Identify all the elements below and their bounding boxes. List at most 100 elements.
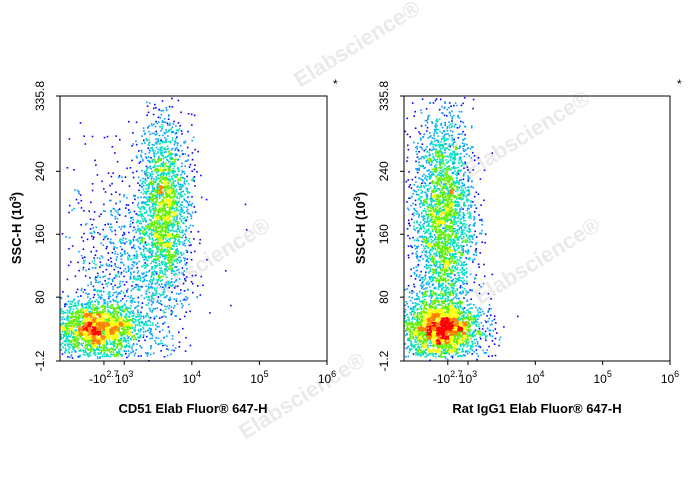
event-dot — [141, 302, 144, 304]
event-dot — [61, 353, 64, 355]
event-dot — [104, 335, 106, 338]
event-dot — [75, 334, 77, 336]
event-dot — [140, 321, 142, 323]
event-dot — [178, 238, 180, 241]
event-dot — [133, 226, 135, 229]
event-dot — [105, 329, 107, 331]
event-dot — [165, 284, 167, 286]
event-dot — [110, 336, 113, 338]
event-dot — [167, 168, 170, 170]
event-dot — [149, 133, 151, 136]
event-dot — [101, 256, 104, 259]
event-dot — [101, 306, 104, 308]
event-dot — [71, 310, 74, 313]
event-dot — [106, 341, 108, 343]
event-dot — [156, 232, 158, 234]
event-dot — [168, 215, 170, 218]
event-dot — [74, 343, 77, 345]
event-dot — [97, 319, 99, 322]
event-dot — [155, 291, 158, 293]
event-dot — [153, 164, 156, 166]
event-dot — [186, 206, 188, 209]
event-dot — [164, 305, 166, 308]
event-dot — [105, 313, 107, 316]
event-dot — [141, 280, 144, 283]
event-dot — [178, 188, 181, 191]
event-dot — [85, 337, 88, 339]
event-dot — [150, 283, 153, 285]
event-dot — [176, 176, 178, 178]
event-dot — [165, 199, 168, 201]
event-dot — [141, 142, 143, 145]
event-dot — [106, 285, 108, 287]
event-dot — [161, 240, 164, 243]
event-dot — [63, 329, 65, 332]
event-dot — [80, 329, 83, 331]
event-dot — [156, 161, 159, 163]
event-dot — [152, 113, 155, 116]
event-dot — [172, 169, 174, 172]
event-dot — [151, 176, 153, 178]
event-dot — [168, 171, 171, 173]
event-dot — [154, 243, 156, 246]
event-dot — [156, 174, 159, 176]
event-dot — [161, 120, 164, 122]
event-dot — [85, 329, 88, 332]
event-dot — [105, 263, 108, 265]
event-dot — [126, 318, 128, 321]
event-dot — [172, 236, 174, 239]
event-dot — [95, 346, 98, 348]
event-dot — [106, 326, 109, 329]
event-dot — [185, 219, 187, 222]
event-dot — [109, 355, 111, 358]
event-dot — [96, 321, 99, 323]
event-dot — [109, 331, 111, 333]
event-dot — [66, 303, 68, 306]
event-dot — [153, 190, 155, 193]
event-dot — [92, 327, 95, 329]
event-dot — [162, 229, 165, 232]
event-dot — [95, 337, 97, 339]
event-dot — [178, 341, 181, 343]
event-dot — [97, 337, 100, 340]
event-dot — [118, 176, 120, 179]
event-dot — [110, 342, 112, 344]
event-dot — [65, 236, 67, 238]
event-dot — [197, 150, 199, 153]
event-dot — [87, 337, 90, 339]
event-dot — [145, 233, 148, 236]
event-dot — [171, 335, 174, 337]
event-dot — [169, 141, 171, 144]
event-dot — [165, 201, 167, 204]
event-dot — [87, 312, 90, 315]
event-dot — [137, 329, 140, 331]
event-dot — [72, 343, 74, 345]
event-dot — [171, 161, 174, 163]
event-dot — [95, 307, 97, 309]
event-dot — [143, 259, 145, 261]
event-dot — [133, 278, 136, 280]
event-dot — [158, 274, 160, 276]
plot-frame — [59, 95, 328, 362]
event-dot — [148, 139, 150, 141]
event-dot — [78, 316, 81, 319]
event-dot — [136, 157, 138, 159]
event-dot — [137, 287, 140, 290]
event-dot — [147, 329, 149, 332]
event-dot — [153, 144, 155, 146]
event-dot — [107, 252, 110, 254]
event-dot — [96, 312, 98, 315]
event-dot — [154, 203, 157, 205]
event-dot — [166, 203, 169, 205]
event-dot — [125, 271, 128, 273]
event-dot — [150, 298, 153, 300]
event-dot — [85, 311, 87, 313]
event-dot — [244, 203, 247, 206]
event-dot — [107, 259, 110, 261]
event-dot — [169, 210, 171, 212]
event-dot — [141, 306, 143, 309]
event-dot — [149, 321, 151, 324]
event-dot — [170, 353, 172, 356]
event-dot — [141, 232, 144, 234]
event-dot — [200, 275, 203, 278]
